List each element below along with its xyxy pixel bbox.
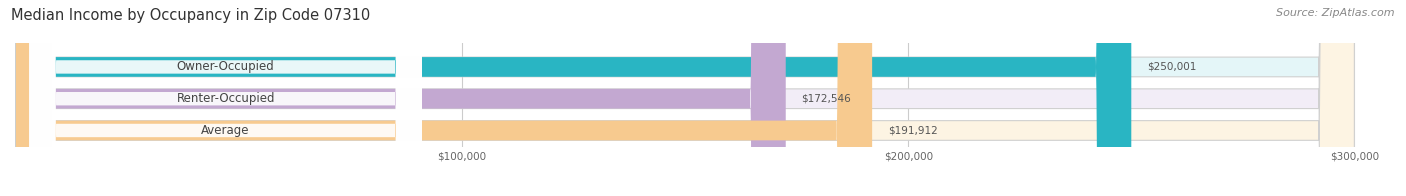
FancyBboxPatch shape (30, 0, 422, 196)
Text: $250,001: $250,001 (1147, 62, 1197, 72)
Text: $191,912: $191,912 (887, 125, 938, 135)
FancyBboxPatch shape (15, 0, 1354, 196)
Text: Median Income by Occupancy in Zip Code 07310: Median Income by Occupancy in Zip Code 0… (11, 8, 371, 23)
Text: Average: Average (201, 124, 250, 137)
Text: $172,546: $172,546 (801, 94, 851, 104)
FancyBboxPatch shape (15, 0, 872, 196)
FancyBboxPatch shape (15, 0, 1354, 196)
Text: Source: ZipAtlas.com: Source: ZipAtlas.com (1277, 8, 1395, 18)
FancyBboxPatch shape (15, 0, 1354, 196)
FancyBboxPatch shape (15, 0, 1132, 196)
FancyBboxPatch shape (30, 0, 422, 196)
FancyBboxPatch shape (15, 0, 786, 196)
Text: Renter-Occupied: Renter-Occupied (176, 92, 276, 105)
Text: Owner-Occupied: Owner-Occupied (177, 60, 274, 74)
FancyBboxPatch shape (30, 0, 422, 196)
